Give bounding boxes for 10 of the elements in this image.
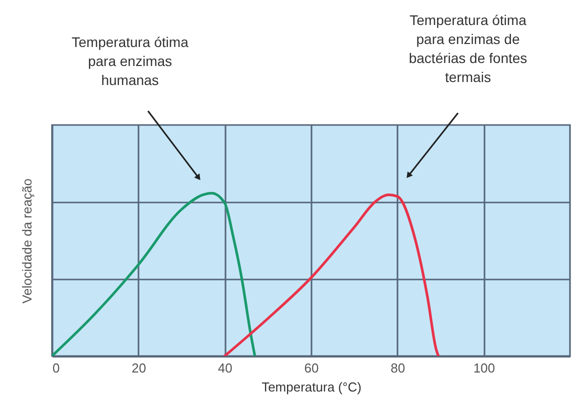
text: Temperatura ótima para enzimas humanas — [72, 34, 189, 88]
x-tick-label: 0 — [52, 360, 60, 376]
x-tick-label: 60 — [304, 360, 319, 376]
y-axis-title: Velocidade da reação — [20, 178, 34, 304]
x-tick-label: 20 — [132, 360, 146, 376]
x-tick-label: 80 — [390, 360, 406, 376]
text: Temperatura ótima para enzimas de bactérias de fontes termais — [408, 12, 528, 85]
x-axis-title: Temperatura (°C) — [262, 380, 362, 394]
x-tick-label: 40 — [218, 360, 232, 376]
x-tick-label: 100 — [473, 360, 496, 376]
